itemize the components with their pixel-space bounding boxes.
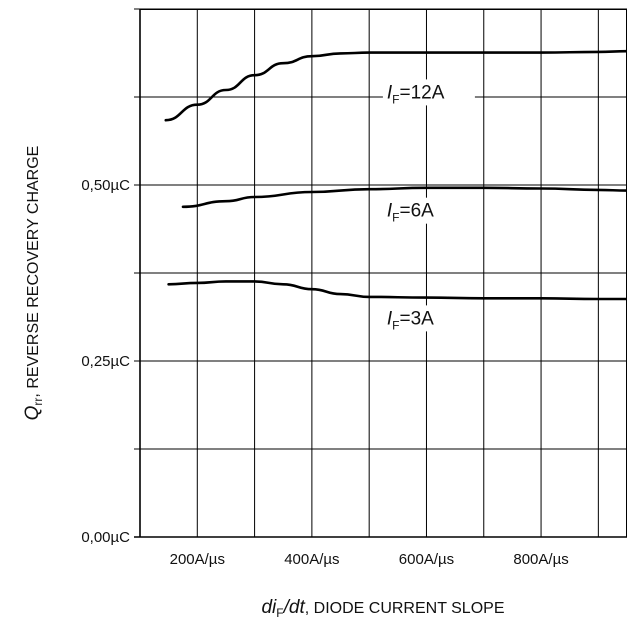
series-labels: IF=12A IF=6A IF=3A xyxy=(382,79,475,332)
y-tick-label: 0,00µC xyxy=(81,529,130,546)
y-axis-title: Qrr, REVERSE RECOVERY CHARGE xyxy=(22,146,45,421)
x-axis-title: diF/dt, DIODE CURRENT SLOPE xyxy=(261,597,504,620)
series-line-1 xyxy=(164,49,627,122)
series-label-1: IF=12A xyxy=(387,82,445,106)
series-line-2 xyxy=(181,186,627,209)
series-label-background xyxy=(382,305,475,332)
x-tick-label: 600A/µs xyxy=(399,551,454,568)
series-label-background xyxy=(382,197,475,224)
series-line-3 xyxy=(167,280,627,301)
series-lines xyxy=(164,49,627,301)
series-label-2: IF=6A xyxy=(387,201,434,225)
tick-labels: 200A/µs 400A/µs 600A/µs 800A/µs 0,00µC 0,25µC… xyxy=(81,177,568,568)
grid xyxy=(134,8,627,538)
series-label-3: IF=3A xyxy=(387,308,434,332)
y-tick-label: 0,25µC xyxy=(81,353,130,370)
series-label-background xyxy=(382,79,475,106)
x-tick-label: 200A/µs xyxy=(170,551,225,568)
y-tick-label: 0,50µC xyxy=(81,177,130,194)
x-tick-label: 800A/µs xyxy=(513,551,568,568)
x-tick-label: 400A/µs xyxy=(284,551,339,568)
